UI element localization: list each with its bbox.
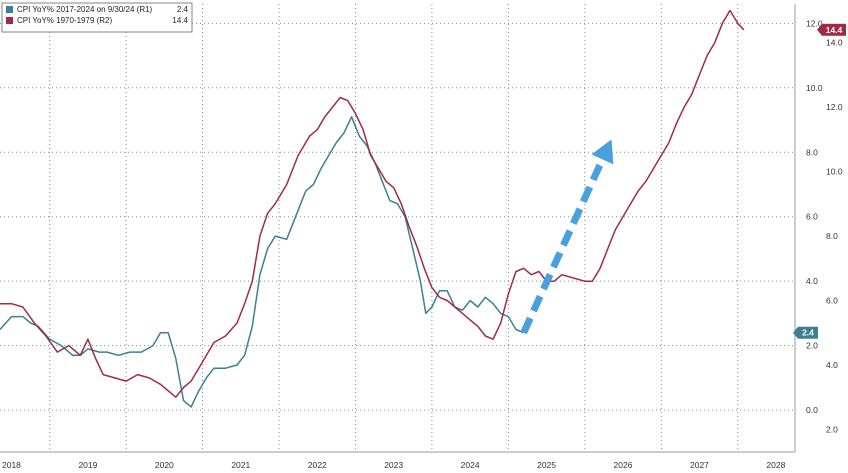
- legend-box: [1, 2, 193, 33]
- last-value-badge-2: 14.4: [817, 23, 846, 36]
- trend-arrow-head: [591, 139, 614, 165]
- r1-tick-label: 8.0: [806, 147, 818, 157]
- r2-tick-label: 14.0: [826, 38, 843, 48]
- x-tick-label: 2025: [537, 460, 556, 470]
- r2-tick-label: 8.0: [826, 231, 838, 241]
- x-tick-label: 2023: [384, 460, 403, 470]
- last-value-badge-1: 2.4: [793, 326, 818, 339]
- svg-text:2.4: 2.4: [802, 328, 814, 338]
- r2-tick-label: 4.0: [826, 360, 838, 370]
- legend-value: 2.4: [177, 5, 189, 14]
- legend-swatch: [6, 6, 13, 13]
- x-tick-label: 2020: [155, 460, 174, 470]
- x-tick-label: 2022: [308, 460, 327, 470]
- series-line-2: [0, 9, 745, 398]
- r2-tick-label: 2.0: [826, 424, 838, 434]
- x-tick-label: 2026: [614, 460, 633, 470]
- r1-tick-label: 6.0: [806, 212, 818, 222]
- r1-tick-label: 4.0: [806, 276, 818, 286]
- r1-tick-label: 0.0: [806, 405, 818, 415]
- r1-tick-label: 12.0: [806, 18, 823, 28]
- r2-tick-label: 12.0: [826, 102, 843, 112]
- legend-label: CPI YoY% 2017-2024 on 9/30/24 (R1): [17, 5, 153, 14]
- r1-tick-label: 10.0: [806, 83, 823, 93]
- svg-text:14.4: 14.4: [826, 25, 843, 35]
- series-line-1: [0, 116, 524, 408]
- r2-tick-label: 10.0: [826, 167, 843, 177]
- legend-value: 14.4: [172, 16, 188, 25]
- r2-tick-label: 6.0: [826, 296, 838, 306]
- x-tick-label: 2028: [766, 460, 785, 470]
- legend-label: CPI YoY% 1970-1979 (R2): [17, 16, 113, 25]
- x-tick-label: 2024: [461, 460, 480, 470]
- x-tick-label: 2018: [2, 460, 21, 470]
- legend: CPI YoY% 2017-2024 on 9/30/24 (R1) 2.4 CPI…: [1, 2, 193, 33]
- x-tick-label: 2027: [690, 460, 709, 470]
- trend-arrow-shaft: [520, 157, 606, 335]
- x-tick-label: 2019: [78, 460, 97, 470]
- r1-tick-label: 2.0: [806, 341, 818, 351]
- legend-swatch: [6, 17, 13, 24]
- x-tick-label: 2021: [231, 460, 250, 470]
